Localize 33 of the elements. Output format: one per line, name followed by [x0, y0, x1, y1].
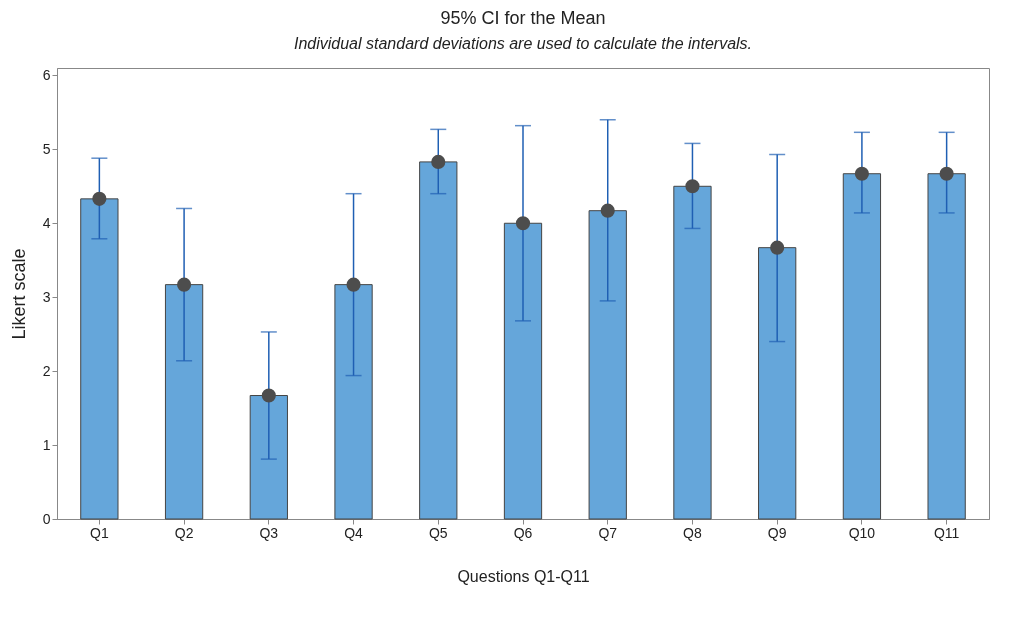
point	[600, 203, 615, 218]
point	[346, 277, 361, 292]
x-tick-label: Q6	[513, 524, 533, 541]
point	[431, 154, 446, 169]
x-tick-label: Q10	[848, 524, 876, 541]
x-tick-label: Q7	[598, 524, 618, 541]
point	[177, 277, 192, 292]
point	[939, 166, 954, 181]
x-tick-label: Q4	[344, 524, 364, 541]
x-tick-label: Q1	[90, 524, 109, 541]
chart-title: 95% CI for the Mean	[440, 8, 606, 28]
point	[92, 191, 107, 206]
y-tick-label: 6	[42, 66, 51, 83]
y-tick-label: 2	[42, 362, 51, 379]
y-tick-label: 0	[42, 510, 51, 527]
point	[770, 240, 785, 255]
point	[261, 388, 276, 403]
x-tick-label: Q3	[259, 524, 279, 541]
x-tick-label: Q8	[683, 524, 702, 541]
x-tick-label: Q2	[174, 524, 194, 541]
point	[854, 166, 869, 181]
x-axis-title: Questions Q1-Q11	[457, 567, 590, 585]
x-tick-label: Q9	[767, 524, 787, 541]
point	[515, 216, 531, 231]
x-tick-label: Q11	[933, 524, 960, 541]
x-tick-label: Q5	[428, 524, 448, 541]
y-tick-label: 4	[42, 214, 51, 231]
y-tick-label: 5	[42, 140, 51, 157]
y-axis-title: Likert scale	[8, 248, 29, 340]
y-tick-label: 3	[42, 288, 51, 305]
point	[685, 179, 700, 194]
y-tick-label: 1	[42, 436, 51, 453]
chart-subtitle: Individual standard deviations are used to calculate the intervals.	[293, 35, 753, 52]
